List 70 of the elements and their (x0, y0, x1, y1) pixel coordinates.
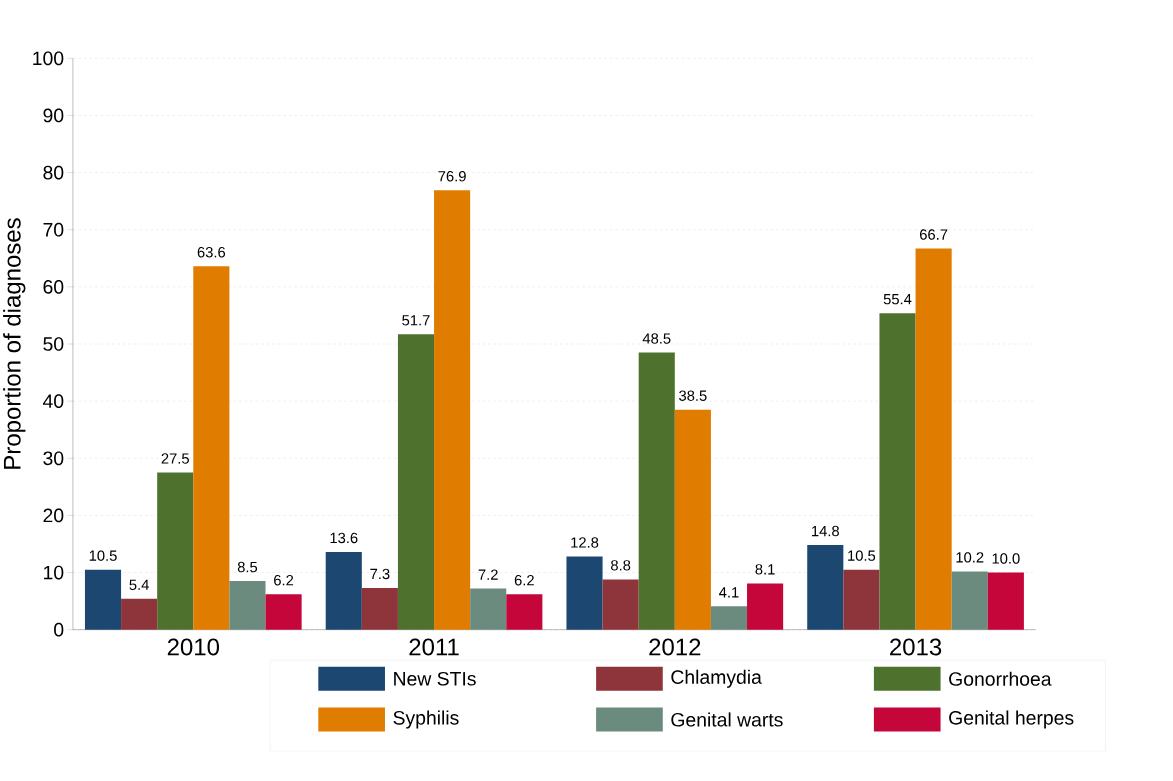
data-label: 13.6 (330, 532, 358, 544)
data-label: 6.2 (514, 575, 534, 586)
x-tick-label: 2011 (409, 638, 459, 656)
x-tick-label: 2012 (649, 638, 701, 656)
bar (434, 190, 471, 630)
bar (566, 556, 603, 630)
data-label: 63.6 (197, 247, 226, 258)
bar (987, 572, 1024, 630)
bar (843, 569, 880, 630)
data-label: 10.0 (992, 553, 1020, 564)
bar (157, 472, 194, 630)
bar (747, 583, 784, 630)
y-tick-label: 10 (44, 565, 64, 580)
bar (470, 588, 507, 630)
data-label: 8.5 (237, 562, 258, 573)
bar (84, 569, 122, 630)
data-label: 7.3 (370, 568, 390, 580)
data-label: 10.2 (956, 552, 984, 563)
bar (229, 581, 266, 630)
data-label: 7.2 (478, 569, 498, 580)
bar (325, 552, 362, 630)
data-label: 55.4 (883, 294, 912, 305)
y-tick-label: 50 (43, 337, 64, 352)
x-tick-label: 2013 (890, 638, 942, 656)
data-label: 5.4 (129, 579, 149, 591)
bar (397, 334, 435, 630)
data-label: 10.5 (848, 550, 876, 562)
bar (193, 266, 230, 630)
y-tick-label: 30 (43, 451, 64, 466)
data-label: 66.7 (920, 229, 948, 240)
y-tick-label: 20 (43, 508, 64, 523)
y-tick-label: 0 (54, 623, 64, 637)
data-label: 51.7 (402, 315, 430, 326)
data-label: 48.5 (642, 333, 671, 344)
y-tick-label: 40 (43, 394, 64, 409)
y-tick-label: 70 (43, 223, 64, 237)
bar (361, 588, 398, 630)
bar (807, 545, 844, 630)
bar (602, 579, 639, 630)
legend-label: Syphilis (393, 710, 459, 729)
data-label: 27.5 (161, 453, 189, 464)
legend-label: New STIs (394, 672, 476, 686)
bar (638, 352, 675, 630)
bar (674, 409, 711, 630)
legend-label: Genital warts (671, 712, 783, 727)
data-label: 38.5 (679, 390, 707, 402)
data-label: 8.1 (755, 564, 775, 575)
x-tick-label: 2010 (167, 638, 220, 656)
data-label: 4.1 (719, 587, 739, 598)
bar (121, 599, 158, 630)
bar (506, 594, 543, 630)
bar (710, 606, 748, 630)
bar (265, 594, 302, 630)
data-label: 12.8 (571, 537, 599, 548)
y-axis-title: Proportion of diagnoses (3, 218, 26, 469)
legend-label: Chlamydia (671, 669, 762, 688)
bar (951, 571, 988, 630)
bar (915, 248, 952, 630)
y-tick-label: 90 (43, 108, 64, 123)
legend-label: Gonorrhoea (949, 671, 1052, 687)
data-label: 8.8 (611, 560, 631, 571)
data-label: 10.5 (89, 550, 117, 562)
data-label: 6.2 (274, 575, 294, 586)
data-label: 76.9 (438, 171, 466, 182)
bar (879, 313, 916, 630)
y-tick-label: 100 (33, 51, 64, 66)
y-tick-label: 80 (43, 165, 64, 180)
data-label: 14.8 (812, 526, 839, 537)
legend-label: Genital herpes (949, 710, 1074, 729)
y-tick-label: 60 (43, 280, 64, 294)
